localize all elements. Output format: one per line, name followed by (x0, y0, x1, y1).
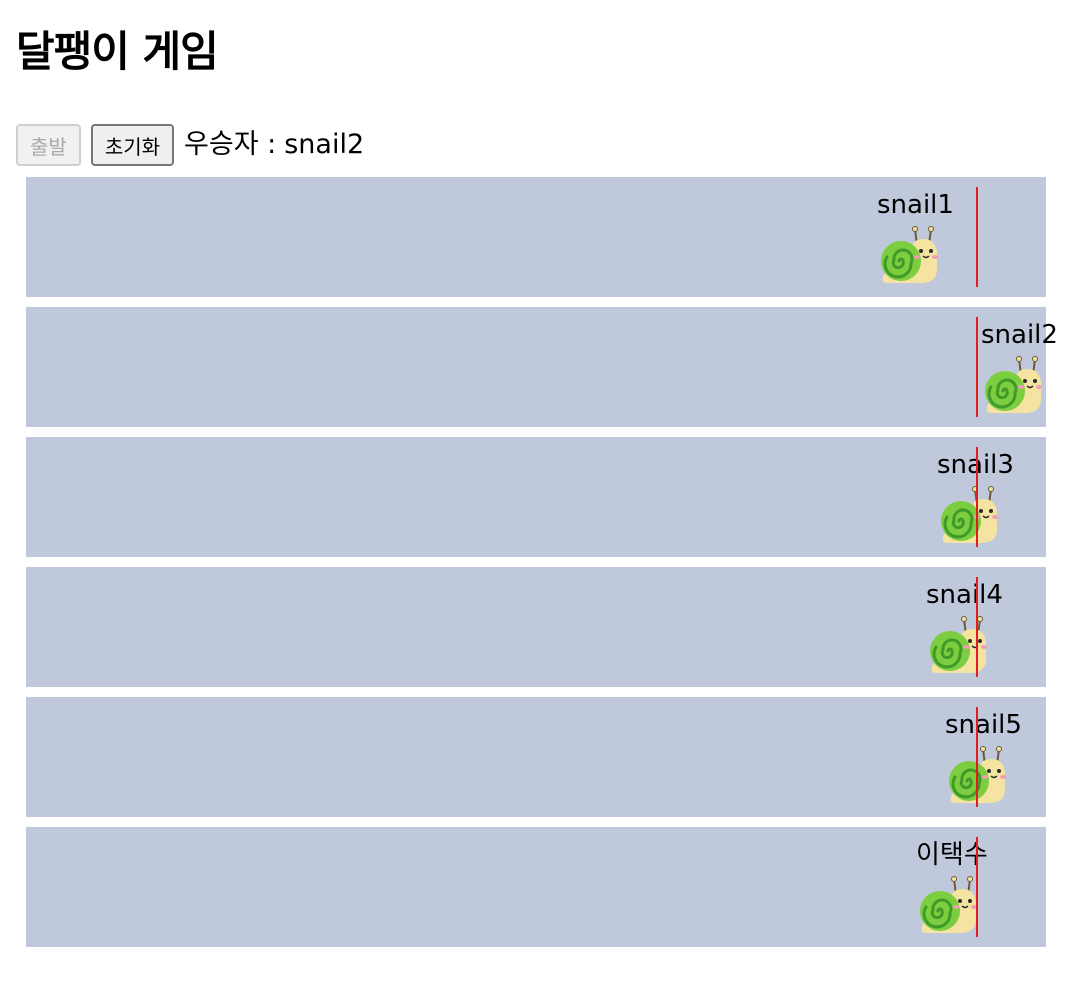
finish-line (976, 837, 978, 937)
race-lane: 이택수 (26, 827, 1046, 947)
snail-name: snail4 (926, 580, 1003, 610)
race-tracks: snail1 snail2 snail3 snail4 snail5 이택수 (26, 177, 1080, 957)
snail-icon (916, 873, 996, 941)
snail-runner: 이택수 (916, 837, 996, 941)
snail-runner: snail1 (877, 187, 957, 291)
race-lane: snail1 (26, 177, 1046, 297)
race-lane: snail2 (26, 307, 1058, 427)
page-title: 달팽이 게임 (16, 27, 219, 76)
snail-icon (945, 743, 1025, 811)
finish-line (976, 317, 978, 417)
race-lane: snail5 (26, 697, 1046, 817)
snail-icon (877, 223, 957, 291)
snail-icon (926, 613, 1006, 681)
race-lane: snail3 (26, 437, 1046, 557)
race-lane: snail4 (26, 567, 1046, 687)
snail-runner: snail3 (937, 447, 1017, 551)
winner-value: snail2 (284, 129, 365, 160)
snail-runner: snail5 (945, 707, 1025, 811)
winner-label: 우승자 : (184, 129, 277, 160)
snail-runner: snail2 (981, 317, 1061, 421)
finish-line (976, 447, 978, 547)
snail-name: snail3 (937, 447, 1017, 483)
reset-button[interactable]: 초기화 (90, 124, 175, 166)
snail-icon (937, 483, 1017, 551)
snail-icon (981, 353, 1061, 421)
snail-name: snail1 (877, 190, 954, 220)
snail-runner: snail4 (926, 577, 1006, 681)
winner-display: 우승자 : snail2 (184, 125, 364, 165)
finish-line (976, 577, 978, 677)
snail-name: snail5 (945, 710, 1022, 740)
finish-line (976, 707, 978, 807)
snail-name: snail2 (981, 320, 1058, 350)
finish-line (976, 187, 978, 287)
controls-bar: 출발 초기화 우승자 : snail2 (16, 123, 364, 167)
snail-name: 이택수 (916, 840, 988, 870)
start-button[interactable]: 출발 (16, 124, 81, 166)
